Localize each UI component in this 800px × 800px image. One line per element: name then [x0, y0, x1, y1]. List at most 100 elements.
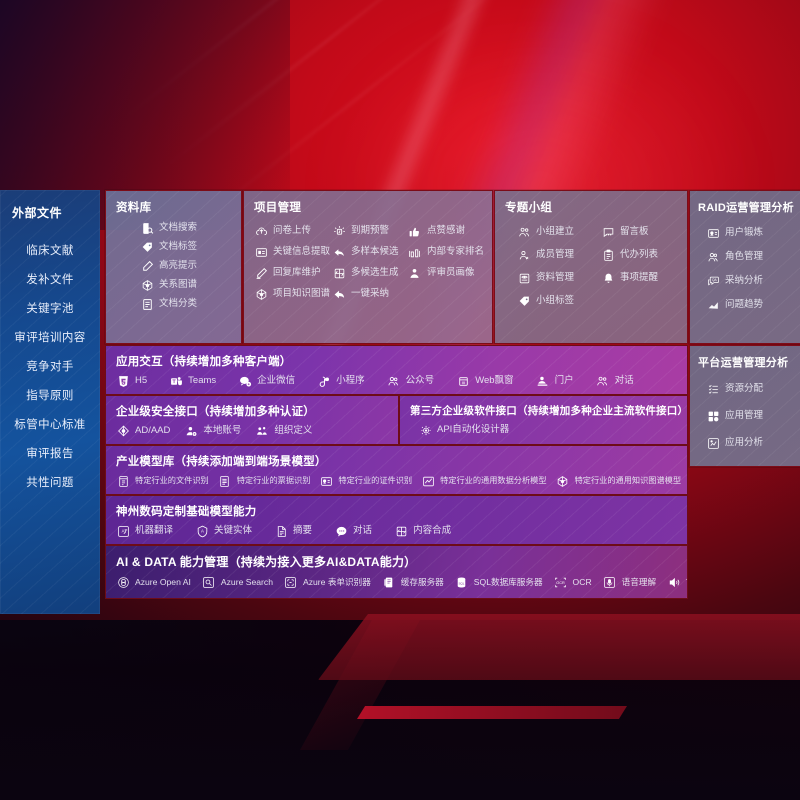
row-industry-items: 特定行业的文件识别 特定行业的票据识别 特定行业的证件识别 特定行业的通用数据分… [106, 469, 687, 494]
apps-item-portal[interactable]: 门户 [536, 374, 574, 388]
item-label: 多候选生成 [351, 267, 399, 279]
group-item-create-group[interactable]: 小组建立 [517, 225, 595, 239]
group-item-group-tag[interactable]: 小组标签 [517, 294, 595, 308]
panel-project-title: 项目管理 [254, 202, 302, 214]
item-label: 多样本候选 [351, 246, 399, 258]
project-item-project-knowledge-graph[interactable]: 项目知识图谱 [254, 287, 330, 301]
sidebar-item-guidelines[interactable]: 指导原则 [26, 389, 74, 402]
apps-item-h5[interactable]: H5 [116, 374, 147, 388]
item-label: 对话 [353, 525, 373, 537]
item-label: 文档搜索 [159, 222, 198, 234]
platform-item-app-manage[interactable]: 应用管理 [706, 409, 793, 423]
item-label: 本地账号 [203, 425, 242, 437]
sidebar-item-standards-center[interactable]: 标管中心标准 [14, 418, 86, 431]
pen-edit-icon [254, 266, 268, 280]
industry-item-knowledge-graph-model[interactable]: 特定行业的通用知识图谱模型 [556, 474, 681, 488]
industry-item-data-analysis-model[interactable]: 特定行业的通用数据分析模型 [421, 474, 547, 488]
project-item-key-info-extract[interactable]: 关键信息提取 [254, 245, 330, 259]
ai-item-ocr[interactable]: OCR OCR [554, 575, 592, 589]
platform-item-resource-allocation[interactable]: 资源分配 [706, 382, 793, 396]
project-item-multi-sample-candidate[interactable]: 多样本候选 [332, 245, 406, 259]
library-item-document-search[interactable]: 文档搜索 [140, 221, 233, 235]
message-board-icon [601, 225, 615, 239]
sidebar-item-review-report[interactable]: 审评报告 [26, 447, 74, 460]
ai-item-speech-understanding[interactable]: 语音理解 [603, 575, 656, 589]
sidebar-item-competitors[interactable]: 竞争对手 [26, 360, 74, 373]
industry-item-file-recognition[interactable]: 特定行业的文件识别 [116, 474, 209, 488]
sidebar-item-review-training[interactable]: 审评培训内容 [14, 331, 86, 344]
summary-icon [274, 524, 288, 538]
item-label: 角色管理 [725, 251, 764, 263]
item-label: 资料管理 [536, 272, 575, 284]
raid-item-user-training[interactable]: 用户锻炼 [706, 226, 793, 240]
ai-item-azure-search[interactable]: Azure Search [202, 575, 273, 589]
project-item-expiry-alert[interactable]: 到期预警 [332, 224, 406, 238]
item-label: 应用分析 [725, 437, 764, 449]
group-item-archive-manage[interactable]: 资料管理 [517, 271, 595, 285]
group-item-todo-list[interactable]: 代办列表 [601, 248, 679, 262]
group-item-member-manage[interactable]: 成员管理 [517, 248, 595, 262]
apps-item-official-account[interactable]: 公众号 [387, 374, 434, 388]
ai-item-cache-server[interactable]: 缓存服务器 [382, 575, 444, 589]
security-item-local-account[interactable]: 本地账号 [184, 424, 241, 438]
library-item-document-classify[interactable]: 文档分类 [140, 297, 233, 311]
svg-text:A: A [121, 528, 124, 533]
project-item-reviewer-portrait[interactable]: 评审员画像 [408, 266, 484, 280]
apps-item-mini-program[interactable]: 小程序 [317, 374, 365, 388]
third-party-item-api-designer[interactable]: API自动化设计器 [418, 423, 509, 437]
dcits-item-content-synthesis[interactable]: 内容合成 [394, 524, 451, 538]
library-item-highlight-hint[interactable]: 高亮提示 [140, 259, 233, 273]
apps-item-web-popup[interactable]: Web飘窗 [456, 374, 514, 388]
industry-item-receipt-recognition[interactable]: 特定行业的票据识别 [218, 474, 310, 488]
sidebar-list: 临床文献 发补文件 关键字池 审评培训内容 竞争对手 指导原则 标管中心标准 审… [0, 235, 100, 496]
platform-item-app-analysis[interactable]: 应用分析 [706, 436, 793, 450]
openai-icon [116, 575, 130, 589]
item-label: 特定行业的通用知识图谱模型 [574, 475, 682, 485]
panel-platform-grid: 资源分配 应用管理 应用分析 [690, 370, 800, 456]
raid-item-issue-trend[interactable]: 问题趋势 [706, 298, 793, 312]
item-label: 到期预警 [351, 225, 390, 237]
chat-bubble-icon [334, 524, 348, 538]
project-item-reply-library-maintain[interactable]: 回复库维护 [254, 266, 330, 280]
item-label: 应用管理 [725, 410, 764, 422]
row-industry-model-library: 产业模型库（持续添加端到端场景模型） 特定行业的文件识别 特定行业的票据识别 特… [105, 445, 688, 495]
item-label: 内部专家排名 [426, 246, 484, 258]
project-item-thanks-like[interactable]: 点赞感谢 [408, 224, 484, 238]
ai-item-form-recognizer[interactable]: Azure 表单识别器 [284, 575, 371, 589]
library-item-relation-graph[interactable]: 关系图谱 [140, 278, 233, 292]
sidebar-item-clinical-literature[interactable]: 临床文献 [26, 244, 74, 257]
group-item-message-board[interactable]: 留言板 [601, 225, 679, 239]
project-item-multi-candidate-generate[interactable]: 多候选生成 [332, 266, 406, 280]
item-label: 小组建立 [536, 226, 575, 238]
group-item-event-reminder[interactable]: 事项提醒 [601, 271, 679, 285]
project-item-internal-expert-rank[interactable]: 内部专家排名 [408, 245, 484, 259]
local-account-icon [184, 424, 198, 438]
security-item-org-define[interactable]: 组织定义 [255, 424, 312, 438]
dcits-item-chat[interactable]: 对话 [334, 524, 372, 538]
library-item-document-tag[interactable]: 文档标签 [140, 240, 233, 254]
industry-item-id-recognition[interactable]: 特定行业的证件识别 [319, 474, 412, 488]
apps-item-dialog[interactable]: 对话 [596, 374, 634, 388]
item-label: 文档分类 [159, 298, 198, 310]
project-item-one-click-adopt[interactable]: 一键采纳 [332, 287, 406, 301]
apps-item-wechat-work[interactable]: 企业微信 [238, 374, 295, 388]
ai-item-azure-openai[interactable]: Azure Open AI [116, 575, 191, 589]
qa-analysis-icon: QA [706, 274, 720, 288]
ai-item-tts[interactable]: TTS [667, 575, 687, 589]
row-third-party-title: 第三方企业级软件接口（持续增加多种企业主流软件接口） [410, 405, 688, 417]
machine-translate-icon: A [116, 524, 130, 538]
sidebar-item-common-issues[interactable]: 共性问题 [26, 476, 74, 489]
sidebar-item-keyword-pool[interactable]: 关键字池 [26, 302, 74, 315]
security-item-ad-aad[interactable]: AD/AAD [116, 424, 170, 438]
dcits-item-summary[interactable]: 摘要 [274, 524, 312, 538]
sidebar-item-supplement-docs[interactable]: 发补文件 [26, 273, 74, 286]
ai-item-sql-database[interactable]: SQL SQL数据库服务器 [455, 575, 543, 589]
raid-item-role-manage[interactable]: 角色管理 [706, 250, 793, 264]
dcits-item-key-entity[interactable]: A 关键实体 [195, 524, 252, 538]
raid-item-adoption-analysis[interactable]: QA 采纳分析 [706, 274, 793, 288]
document-list-icon [140, 297, 154, 311]
item-label: 用户锻炼 [725, 227, 764, 239]
project-item-questionnaire-upload[interactable]: 问卷上传 [254, 224, 330, 238]
dcits-item-machine-translate[interactable]: A 机器翻译 [116, 524, 173, 538]
apps-item-teams[interactable]: Teams [169, 374, 216, 388]
